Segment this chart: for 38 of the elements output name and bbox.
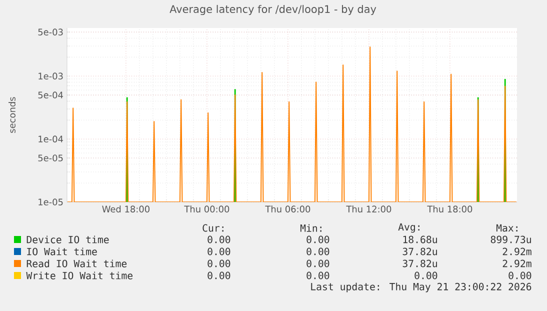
x-tick-label: Thu 12:00 xyxy=(346,206,392,212)
text: Avg: xyxy=(398,223,420,233)
text: 0.00 xyxy=(508,272,532,280)
text: 18.68u xyxy=(403,236,437,244)
y-tick-label: 1e-05 xyxy=(38,198,63,206)
x-tick-label: Wed 18:00 xyxy=(102,206,150,212)
chart-title: Average latency for /dev/loop1 - by day xyxy=(170,4,376,16)
text: 0.00 xyxy=(208,236,230,244)
text: Max: xyxy=(496,224,518,232)
text: 0.00 xyxy=(306,236,330,244)
legend-label: IO Wait time xyxy=(27,248,97,256)
y-tick-label: 5e-04 xyxy=(38,92,63,98)
text: 0.00 xyxy=(414,272,438,280)
text: Last update: Thu May 21 23:00:22 2026 xyxy=(311,282,532,292)
y-tick-label: 1e-03 xyxy=(38,72,63,80)
text: 0.00 xyxy=(208,272,230,280)
x-tick-label: Thu 00:00 xyxy=(184,206,230,212)
y-tick-label: 1e-04 xyxy=(38,136,63,142)
x-tick-label: Thu 06:00 xyxy=(265,206,310,212)
legend-label: Write IO Wait time xyxy=(26,272,132,280)
text: Min: xyxy=(300,224,322,232)
y-axis-title: seconds xyxy=(8,97,16,133)
text: Cur: xyxy=(202,224,224,232)
text: 0.00 xyxy=(306,248,330,256)
text: 0.00 xyxy=(306,272,330,280)
text: 0.00 xyxy=(208,248,230,256)
text: 37.82u xyxy=(402,248,437,256)
y-tick-label: 5e-03 xyxy=(38,28,63,36)
x-tick-label: Thu 18:00 xyxy=(427,206,472,212)
text: 0.00 xyxy=(208,260,230,268)
legend-label: Read IO Wait time xyxy=(26,260,127,268)
y-tick-label: 5e-05 xyxy=(38,154,63,162)
text: 899.73u xyxy=(490,236,531,244)
text: 37.82u xyxy=(402,260,437,268)
text: 2.92m xyxy=(502,260,532,268)
legend-label: Device IO time xyxy=(26,236,109,244)
text: 0.00 xyxy=(306,260,330,268)
text: 2.92m xyxy=(502,248,532,256)
